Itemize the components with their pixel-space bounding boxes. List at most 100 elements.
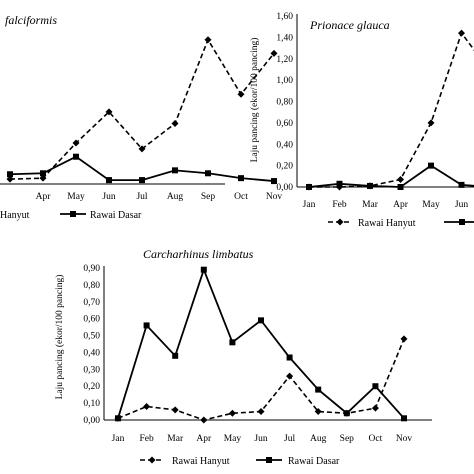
y-tick-label: 1,60 — [276, 12, 293, 22]
data-point — [286, 372, 294, 380]
chart-2: Carcharhinus limbatus 0,00 0,10 0,20 0,30 0,4… — [54, 247, 432, 467]
y-tick-label: 0,00 — [83, 416, 100, 426]
x-tick-label: Feb — [332, 200, 347, 210]
legend-label: Rawai Dasar — [288, 456, 340, 467]
data-point — [397, 176, 404, 184]
legend: Rawai Hanyut Rawai Dasar — [140, 456, 340, 467]
x-tick-label: Apr — [196, 434, 212, 444]
data-point — [314, 408, 322, 416]
y-tick-label: 0,10 — [83, 399, 100, 409]
x-tick-label: Mar — [362, 200, 379, 210]
data-point — [106, 177, 112, 184]
y-tick-label: 1,00 — [276, 76, 293, 86]
series-line-1 — [308, 164, 474, 188]
data-point — [115, 415, 121, 422]
data-point — [39, 174, 47, 182]
data-point — [228, 409, 236, 417]
x-tick-label: Sep — [201, 192, 216, 202]
data-point — [336, 180, 343, 187]
data-point — [397, 184, 404, 190]
y-tick-label: 0,80 — [83, 281, 100, 291]
data-point — [143, 322, 150, 329]
chart-title: Carcharhinus limbatus — [143, 247, 254, 261]
data-point — [401, 415, 407, 422]
legend-label: Hanyut — [0, 210, 30, 221]
y-tick-label: 0,40 — [276, 140, 293, 150]
data-point — [138, 145, 146, 153]
x-tick-label: Oct — [369, 434, 383, 444]
data-point — [200, 416, 208, 424]
data-point — [270, 49, 278, 57]
data-point — [458, 29, 465, 37]
y-tick-label: 0,00 — [276, 183, 293, 193]
series-line-0 — [309, 31, 474, 188]
legend-label: Rawai Hanyut — [358, 218, 416, 229]
data-point — [428, 162, 434, 169]
y-tick-label: 0,50 — [83, 332, 100, 342]
x-tick-label: Jun — [254, 434, 267, 444]
data-point — [458, 181, 465, 188]
series-line-0 — [117, 338, 405, 421]
data-point — [306, 184, 312, 190]
x-tick-label: Nov — [396, 434, 413, 444]
x-tick-label: Jun — [455, 200, 468, 210]
legend-marker — [148, 456, 156, 464]
data-point — [205, 170, 211, 177]
legend: Hanyut Rawai Dasar — [0, 210, 142, 221]
y-tick-label: 0,30 — [83, 365, 100, 375]
y-axis-label: Laju pancing (ekor/100 pancing) — [249, 38, 260, 163]
data-point — [371, 404, 379, 412]
y-tick-label: 1,20 — [276, 55, 293, 65]
x-tick-label: Aug — [167, 192, 184, 202]
data-point — [7, 171, 13, 178]
data-point — [171, 406, 179, 414]
data-point — [40, 170, 46, 177]
x-tick-label: Jan — [112, 434, 125, 444]
y-tick-label: 0,20 — [83, 382, 100, 392]
x-tick-label: Jul — [136, 192, 147, 202]
legend-marker — [459, 219, 465, 225]
x-tick-label: Apr — [36, 192, 52, 202]
y-tick-label: 0,40 — [83, 348, 100, 358]
x-tick-label: Nov — [266, 192, 283, 202]
x-tick-label: Jul — [284, 434, 295, 444]
chart-0: falciformis Apr May Jun Jul Aug Sep Oct Nov Hanyu… — [0, 13, 282, 221]
y-tick-label: 0,60 — [83, 315, 100, 325]
x-tick-label: Feb — [139, 434, 154, 444]
chart-title: falciformis — [5, 13, 57, 27]
legend-label: Rawai Dasar — [90, 210, 142, 221]
data-point — [238, 175, 244, 182]
x-tick-label: Aug — [310, 434, 327, 444]
legend-marker — [266, 457, 272, 463]
data-point — [73, 153, 79, 160]
x-tick-label: Jan — [303, 200, 316, 210]
data-point — [143, 402, 151, 410]
series-line-1 — [117, 267, 405, 419]
data-point — [204, 36, 212, 44]
data-point — [172, 167, 178, 174]
data-point — [367, 182, 373, 189]
x-tick-label: May — [67, 192, 85, 202]
y-tick-label: 0,80 — [276, 98, 293, 108]
x-tick-label: Sep — [340, 434, 355, 444]
legend-label: Rawai Hanyut — [172, 456, 230, 467]
data-point — [286, 354, 293, 361]
data-point — [139, 177, 145, 184]
series-line-0 — [9, 37, 275, 180]
data-point — [171, 120, 179, 128]
data-point — [172, 352, 179, 359]
data-point — [271, 178, 277, 185]
legend-marker — [336, 218, 344, 226]
legend: Rawai Hanyut — [328, 218, 474, 229]
data-point — [237, 90, 245, 98]
data-point — [372, 383, 379, 390]
data-point — [400, 335, 408, 343]
y-tick-label: 0,70 — [83, 298, 100, 308]
data-point — [6, 175, 14, 183]
y-tick-label: 0,20 — [276, 162, 293, 172]
x-tick-label: Apr — [393, 200, 409, 210]
chart-title: Prionace glauca — [309, 18, 390, 32]
data-point — [315, 386, 322, 393]
data-point — [229, 339, 236, 346]
data-point — [258, 317, 264, 324]
